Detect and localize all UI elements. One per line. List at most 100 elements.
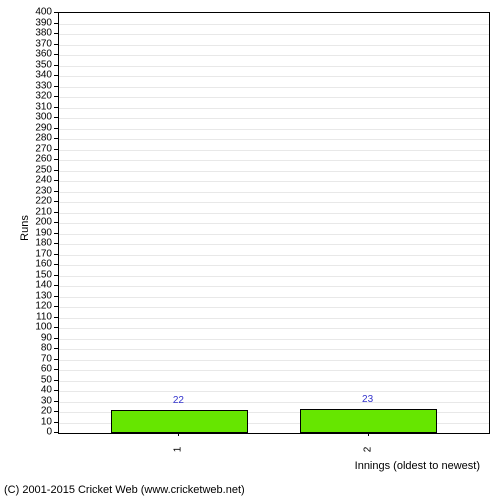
- y-tick-label: 50: [0, 374, 52, 385]
- y-tick-mark: [54, 12, 58, 13]
- y-tick-label: 150: [0, 269, 52, 280]
- y-tick-label: 390: [0, 17, 52, 28]
- y-tick-mark: [54, 222, 58, 223]
- y-tick-label: 110: [0, 311, 52, 322]
- y-tick-mark: [54, 233, 58, 234]
- gridline: [59, 286, 489, 287]
- y-tick-label: 330: [0, 80, 52, 91]
- y-tick-label: 310: [0, 101, 52, 112]
- y-tick-mark: [54, 159, 58, 160]
- y-tick-label: 30: [0, 395, 52, 406]
- y-tick-label: 90: [0, 332, 52, 343]
- y-tick-mark: [54, 411, 58, 412]
- y-tick-label: 340: [0, 70, 52, 81]
- gridline: [59, 370, 489, 371]
- y-tick-mark: [54, 65, 58, 66]
- gridline: [59, 349, 489, 350]
- y-tick-mark: [54, 380, 58, 381]
- y-tick-label: 170: [0, 248, 52, 259]
- y-tick-label: 80: [0, 343, 52, 354]
- x-tick-mark: [368, 432, 369, 436]
- bar: [300, 409, 438, 433]
- y-tick-label: 140: [0, 280, 52, 291]
- gridline: [59, 318, 489, 319]
- gridline: [59, 202, 489, 203]
- x-tick-label: 2: [362, 447, 373, 453]
- y-tick-mark: [54, 285, 58, 286]
- bar: [111, 410, 249, 433]
- y-tick-label: 200: [0, 217, 52, 228]
- y-tick-label: 120: [0, 301, 52, 312]
- y-tick-label: 220: [0, 196, 52, 207]
- y-tick-label: 190: [0, 227, 52, 238]
- y-tick-mark: [54, 264, 58, 265]
- y-tick-label: 320: [0, 91, 52, 102]
- y-tick-label: 260: [0, 154, 52, 165]
- gridline: [59, 66, 489, 67]
- y-tick-mark: [54, 306, 58, 307]
- y-tick-label: 10: [0, 416, 52, 427]
- y-tick-mark: [54, 138, 58, 139]
- y-tick-label: 0: [0, 427, 52, 438]
- bar-value-label: 22: [173, 395, 184, 406]
- gridline: [59, 213, 489, 214]
- y-tick-mark: [54, 180, 58, 181]
- y-tick-mark: [54, 359, 58, 360]
- y-tick-label: 290: [0, 122, 52, 133]
- y-tick-label: 370: [0, 38, 52, 49]
- gridline: [59, 181, 489, 182]
- gridline: [59, 255, 489, 256]
- y-tick-mark: [54, 401, 58, 402]
- y-tick-label: 60: [0, 364, 52, 375]
- gridline: [59, 381, 489, 382]
- gridline: [59, 328, 489, 329]
- gridline: [59, 234, 489, 235]
- gridline: [59, 276, 489, 277]
- y-tick-mark: [54, 44, 58, 45]
- gridline: [59, 339, 489, 340]
- gridline: [59, 360, 489, 361]
- plot-area: [58, 12, 490, 434]
- gridline: [59, 118, 489, 119]
- y-tick-label: 380: [0, 28, 52, 39]
- y-tick-mark: [54, 390, 58, 391]
- y-tick-label: 360: [0, 49, 52, 60]
- gridline: [59, 97, 489, 98]
- y-tick-mark: [54, 254, 58, 255]
- y-tick-mark: [54, 243, 58, 244]
- gridline: [59, 244, 489, 245]
- y-tick-mark: [54, 296, 58, 297]
- gridline: [59, 24, 489, 25]
- y-tick-mark: [54, 128, 58, 129]
- y-tick-mark: [54, 338, 58, 339]
- y-tick-label: 210: [0, 206, 52, 217]
- gridline: [59, 139, 489, 140]
- gridline: [59, 76, 489, 77]
- y-tick-mark: [54, 422, 58, 423]
- gridline: [59, 45, 489, 46]
- y-tick-mark: [54, 348, 58, 349]
- gridline: [59, 108, 489, 109]
- y-tick-mark: [54, 86, 58, 87]
- gridline: [59, 129, 489, 130]
- gridline: [59, 192, 489, 193]
- y-tick-label: 240: [0, 175, 52, 186]
- y-tick-mark: [54, 23, 58, 24]
- y-tick-mark: [54, 149, 58, 150]
- y-tick-mark: [54, 75, 58, 76]
- y-tick-mark: [54, 432, 58, 433]
- y-tick-label: 20: [0, 406, 52, 417]
- y-tick-mark: [54, 54, 58, 55]
- y-tick-mark: [54, 96, 58, 97]
- y-tick-mark: [54, 33, 58, 34]
- y-tick-label: 270: [0, 143, 52, 154]
- y-tick-label: 280: [0, 133, 52, 144]
- x-axis-label: Innings (oldest to newest): [355, 460, 480, 472]
- y-tick-mark: [54, 317, 58, 318]
- gridline: [59, 402, 489, 403]
- y-tick-mark: [54, 170, 58, 171]
- gridline: [59, 160, 489, 161]
- gridline: [59, 223, 489, 224]
- y-tick-label: 180: [0, 238, 52, 249]
- bar-value-label: 23: [362, 394, 373, 405]
